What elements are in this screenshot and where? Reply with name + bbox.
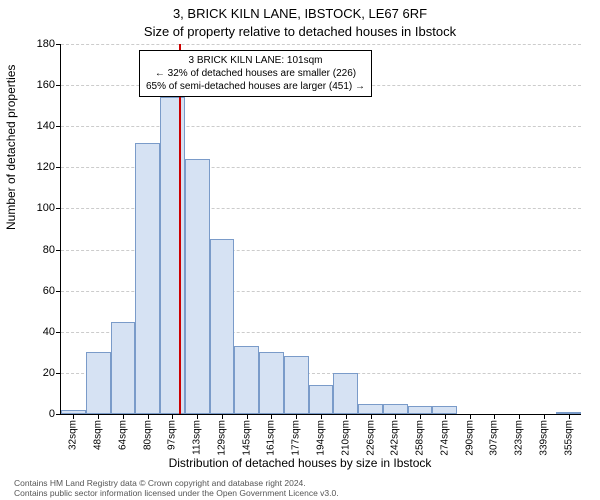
footer-line-2: Contains public sector information licen… — [14, 488, 339, 498]
ytick-mark — [56, 291, 61, 292]
xtick-mark — [222, 414, 223, 419]
histogram-bar — [234, 346, 259, 414]
xtick-mark — [346, 414, 347, 419]
xtick-mark — [123, 414, 124, 419]
xtick-label: 226sqm — [365, 420, 376, 456]
xtick-label: 194sqm — [316, 420, 327, 456]
xtick-label: 242sqm — [390, 420, 401, 456]
histogram-bar — [333, 373, 358, 414]
ytick-label: 20 — [15, 367, 55, 379]
xtick-label: 339sqm — [538, 420, 549, 456]
xtick-label: 290sqm — [464, 420, 475, 456]
xtick-label: 80sqm — [142, 420, 153, 450]
histogram-bar — [160, 97, 185, 414]
xtick-label: 258sqm — [415, 420, 426, 456]
ytick-mark — [56, 250, 61, 251]
histogram-bar — [358, 404, 383, 414]
xtick-label: 161sqm — [266, 420, 277, 456]
histogram-bar — [408, 406, 433, 414]
xtick-label: 48sqm — [93, 420, 104, 450]
xtick-label: 129sqm — [216, 420, 227, 456]
xtick-mark — [296, 414, 297, 419]
histogram-bar — [210, 239, 235, 414]
histogram-bar — [86, 352, 111, 414]
ytick-mark — [56, 414, 61, 415]
xtick-mark — [470, 414, 471, 419]
ytick-label: 80 — [15, 244, 55, 256]
histogram-bar — [111, 322, 136, 415]
ytick-label: 0 — [15, 408, 55, 420]
xtick-label: 97sqm — [167, 420, 178, 450]
chart-subtitle: Size of property relative to detached ho… — [0, 24, 600, 39]
ytick-mark — [56, 208, 61, 209]
xtick-label: 274sqm — [439, 420, 450, 456]
ytick-label: 60 — [15, 285, 55, 297]
histogram-bar — [135, 143, 160, 414]
xtick-mark — [148, 414, 149, 419]
xtick-mark — [271, 414, 272, 419]
property-marker-line — [179, 44, 181, 414]
xtick-mark — [445, 414, 446, 419]
xtick-label: 145sqm — [241, 420, 252, 456]
ytick-label: 40 — [15, 326, 55, 338]
xtick-mark — [395, 414, 396, 419]
xtick-label: 210sqm — [340, 420, 351, 456]
plot-area: 02040608010012014016018032sqm48sqm64sqm8… — [60, 44, 581, 415]
histogram-bar — [259, 352, 284, 414]
ytick-mark — [56, 167, 61, 168]
ytick-label: 120 — [15, 161, 55, 173]
xtick-mark — [420, 414, 421, 419]
ytick-mark — [56, 85, 61, 86]
histogram-bar — [284, 356, 309, 414]
x-axis-label: Distribution of detached houses by size … — [0, 456, 600, 470]
ytick-mark — [56, 373, 61, 374]
xtick-label: 113sqm — [192, 420, 203, 455]
info-box: 3 BRICK KILN LANE: 101sqm ← 32% of detac… — [139, 50, 372, 97]
xtick-label: 307sqm — [489, 420, 500, 456]
ytick-label: 140 — [15, 120, 55, 132]
histogram-bar — [432, 406, 457, 414]
xtick-mark — [197, 414, 198, 419]
histogram-bar — [309, 385, 334, 414]
chart-title: 3, BRICK KILN LANE, IBSTOCK, LE67 6RF — [0, 6, 600, 21]
xtick-mark — [544, 414, 545, 419]
xtick-mark — [494, 414, 495, 419]
footer-line-1: Contains HM Land Registry data © Crown c… — [14, 478, 339, 488]
ytick-label: 160 — [15, 79, 55, 91]
footer-attribution: Contains HM Land Registry data © Crown c… — [14, 478, 339, 498]
histogram-bar — [383, 404, 408, 414]
xtick-label: 64sqm — [117, 420, 128, 450]
xtick-mark — [371, 414, 372, 419]
xtick-label: 177sqm — [291, 420, 302, 456]
ytick-label: 180 — [15, 38, 55, 50]
xtick-mark — [321, 414, 322, 419]
grid-line — [61, 44, 581, 45]
ytick-label: 100 — [15, 202, 55, 214]
info-line-1: 3 BRICK KILN LANE: 101sqm — [146, 54, 365, 67]
xtick-mark — [73, 414, 74, 419]
histogram-bar — [185, 159, 210, 414]
xtick-mark — [172, 414, 173, 419]
info-line-2: ← 32% of detached houses are smaller (22… — [146, 67, 365, 80]
xtick-mark — [98, 414, 99, 419]
xtick-mark — [247, 414, 248, 419]
ytick-mark — [56, 332, 61, 333]
ytick-mark — [56, 44, 61, 45]
xtick-label: 355sqm — [563, 420, 574, 456]
xtick-label: 32sqm — [68, 420, 79, 450]
info-line-3: 65% of semi-detached houses are larger (… — [146, 80, 365, 93]
xtick-mark — [519, 414, 520, 419]
grid-line — [61, 126, 581, 127]
ytick-mark — [56, 126, 61, 127]
xtick-label: 323sqm — [514, 420, 525, 456]
xtick-mark — [569, 414, 570, 419]
chart-container: 3, BRICK KILN LANE, IBSTOCK, LE67 6RF Si… — [0, 0, 600, 500]
